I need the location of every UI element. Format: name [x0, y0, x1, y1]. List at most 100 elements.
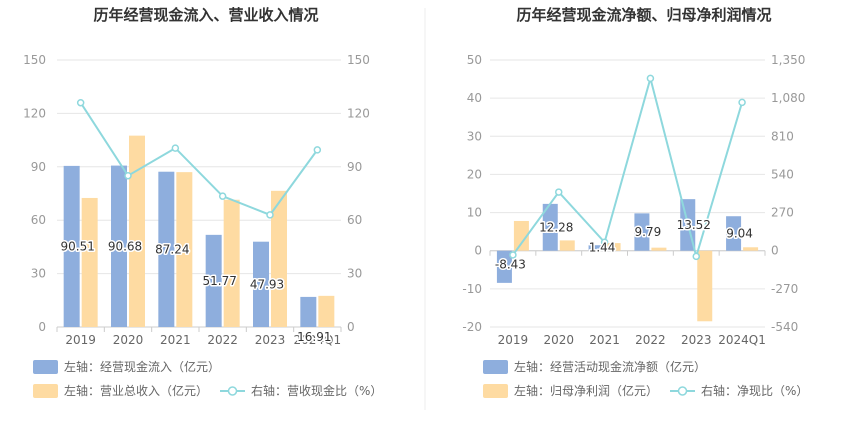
left-axis-tick-label: 10 — [467, 206, 482, 220]
left-axis-tick-label: 30 — [467, 129, 482, 143]
legend-label: 左轴：经营现金流入（亿元） — [64, 359, 220, 374]
chart-title: 历年经营现金流入、营业收入情况 — [93, 6, 318, 24]
bar — [63, 165, 80, 327]
ratio-point — [313, 146, 322, 154]
bar — [697, 250, 713, 322]
ratio-line — [79, 102, 319, 217]
x-axis-category-label: 2023 — [255, 333, 286, 347]
right-axis-tick-label: -540 — [771, 320, 798, 334]
chart-title: 历年经营现金流净额、归母净利润情况 — [516, 6, 771, 24]
bar — [513, 220, 529, 251]
bar-value-label: 51.77 — [202, 274, 236, 288]
bar — [129, 135, 145, 327]
left-axis-tick-label: -10 — [462, 282, 482, 296]
bar — [81, 197, 98, 327]
right-axis-tick-label: 0 — [347, 320, 355, 334]
right-axis-tick-label: 150 — [347, 53, 370, 67]
x-axis-category-label: 2019 — [498, 333, 529, 347]
right-axis-tick-label: 0 — [771, 244, 779, 258]
ratio-point — [738, 98, 746, 107]
bar-value-label: 12.28 — [539, 220, 573, 234]
right-axis-tick-label: 1,350 — [771, 53, 805, 67]
legend-swatch — [33, 384, 58, 398]
right-axis-tick-label: 270 — [771, 206, 794, 220]
right-axis-tick-label: -270 — [771, 282, 798, 296]
legend-swatch — [33, 360, 58, 374]
right-axis-tick-label: 120 — [347, 106, 370, 120]
bar — [651, 247, 667, 251]
bar — [223, 199, 240, 327]
left-axis-tick-label: 30 — [31, 267, 46, 281]
ratio-point — [509, 251, 517, 259]
legend-line-marker — [677, 386, 688, 396]
ratio-point — [600, 238, 609, 246]
ratio-point — [555, 188, 563, 196]
left-axis-tick-label: 0 — [474, 244, 482, 258]
bar — [588, 245, 604, 251]
left-axis-tick-label: -20 — [462, 320, 482, 334]
bar-value-label: 1.44 — [589, 241, 616, 255]
right-axis-tick-label: 540 — [771, 167, 794, 181]
bar — [605, 243, 621, 251]
ratio-line — [512, 74, 744, 261]
bar-value-label: 47.93 — [250, 277, 284, 291]
bar-value-label: 87.24 — [155, 242, 189, 256]
bar — [542, 203, 558, 251]
x-axis-category-label: 2020 — [543, 333, 574, 347]
left-axis-tick-label: 120 — [23, 106, 46, 120]
right-axis-tick-label: 810 — [771, 129, 794, 143]
right-axis-tick-label: 90 — [347, 160, 362, 174]
ratio-point — [171, 144, 180, 152]
x-axis-category-label: 2019 — [65, 333, 96, 347]
bar — [634, 213, 650, 251]
bar — [743, 247, 759, 251]
legend-line-marker — [227, 386, 238, 396]
left-axis-tick-label: 60 — [31, 213, 46, 227]
ratio-point — [218, 192, 227, 200]
x-axis-category-label: 2024Q1 — [718, 333, 766, 347]
legend-label: 右轴：净现比（%） — [701, 383, 808, 398]
left-axis-tick-label: 150 — [23, 53, 46, 67]
bar — [300, 296, 317, 327]
legend-label: 左轴：经营活动现金流净额（亿元） — [514, 359, 706, 374]
bar-value-label: -8.43 — [495, 258, 526, 272]
x-axis-category-label: 2024Q1 — [294, 333, 342, 347]
left-axis-tick-label: 90 — [31, 160, 46, 174]
bar — [318, 295, 335, 327]
legend-swatch — [483, 384, 508, 398]
bar — [559, 240, 575, 251]
bar — [253, 241, 269, 327]
bar — [158, 171, 175, 327]
bar-value-label: 90.51 — [60, 239, 94, 253]
x-axis-category-label: 2022 — [207, 333, 238, 347]
ratio-point — [124, 171, 132, 180]
x-axis-category-label: 2021 — [589, 333, 620, 347]
x-axis-category-label: 2023 — [681, 333, 712, 347]
bar-value-label: 90.68 — [108, 239, 142, 253]
right-axis-tick-label: 30 — [347, 267, 362, 281]
legend-label: 右轴：营收现金比（%） — [251, 383, 382, 398]
left-axis-tick-label: 50 — [467, 53, 482, 67]
ratio-point — [266, 211, 274, 219]
left-axis-tick-label: 20 — [467, 167, 482, 181]
bar — [176, 172, 193, 327]
x-axis-category-label: 2021 — [160, 333, 191, 347]
left-axis-tick-label: 0 — [38, 320, 46, 334]
x-axis-category-label: 2020 — [113, 333, 144, 347]
ratio-point — [76, 98, 85, 107]
bar — [496, 250, 512, 283]
left-axis-tick-label: 40 — [467, 91, 482, 105]
bar-value-label: 16.91 — [297, 330, 331, 344]
ratio-point — [692, 252, 700, 261]
bar — [726, 216, 742, 251]
bar — [205, 234, 222, 327]
bar-value-label: 9.79 — [635, 225, 662, 239]
bar — [111, 165, 127, 327]
right-axis-tick-label: 1,080 — [771, 91, 805, 105]
bar — [271, 190, 287, 327]
x-axis-category-label: 2022 — [635, 333, 666, 347]
right-axis-tick-label: 60 — [347, 213, 362, 227]
ratio-point — [646, 74, 655, 83]
